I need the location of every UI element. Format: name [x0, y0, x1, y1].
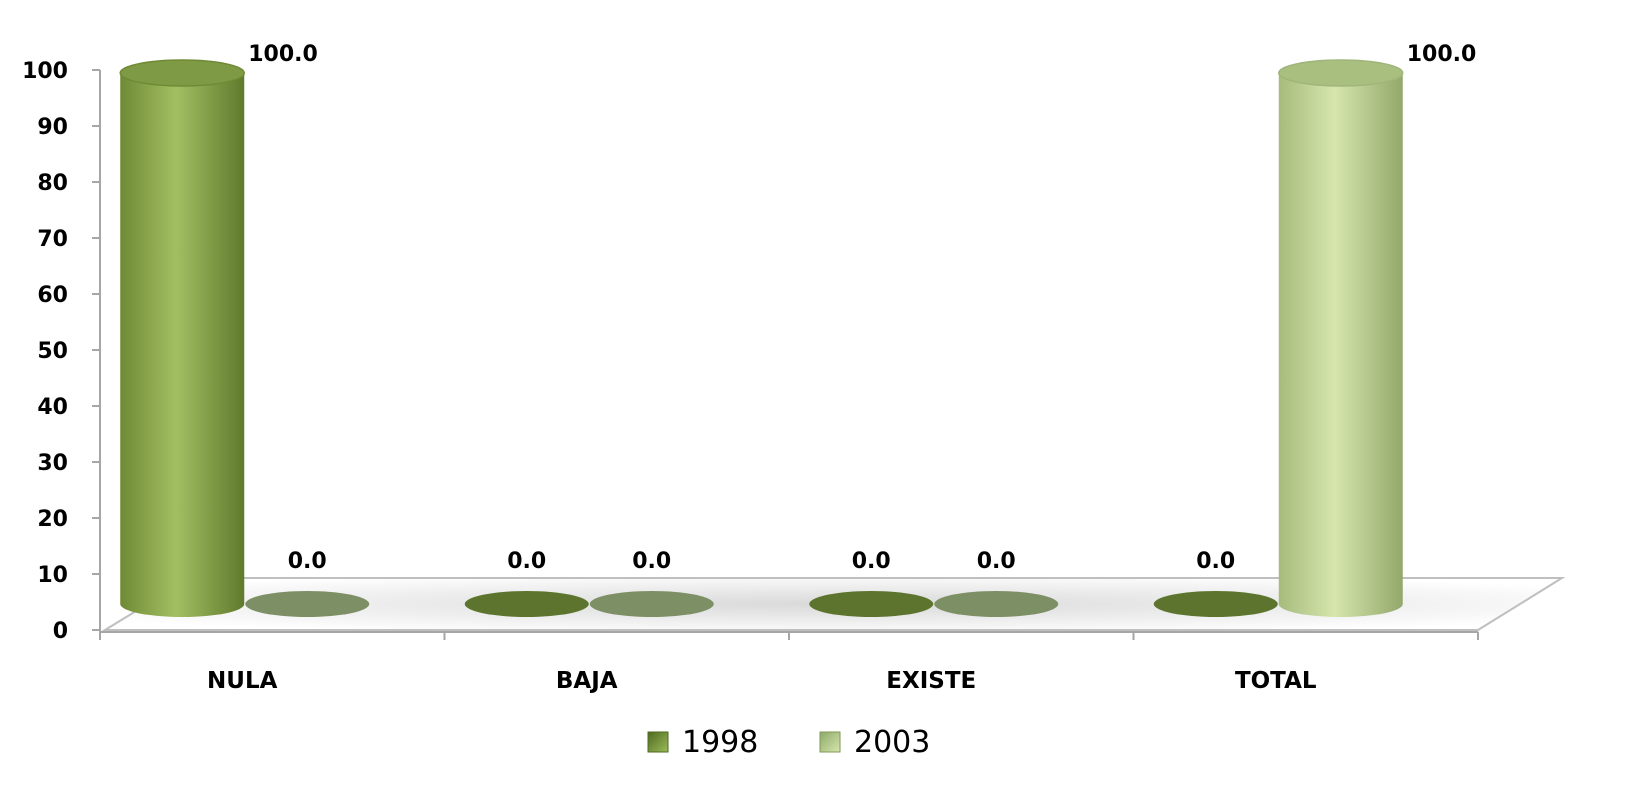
legend-item-2003: 2003 — [819, 725, 930, 760]
bar-2003-BAJA — [589, 591, 714, 617]
data-label: 0.0 — [1196, 549, 1235, 574]
bar-2003-NULA — [245, 591, 370, 617]
y-tick-label: 60 — [37, 283, 68, 308]
y-tick-label: 20 — [37, 507, 68, 532]
bar-top — [1278, 59, 1404, 87]
y-tick-label: 100 — [22, 59, 68, 84]
y-tick-label: 90 — [37, 115, 68, 140]
y-tick-label: 70 — [37, 227, 68, 252]
category-label: NULA — [207, 668, 278, 694]
bar-flat — [589, 591, 714, 617]
data-label: 0.0 — [288, 549, 327, 574]
bar-2003-TOTAL — [1278, 59, 1404, 617]
bar-2003-EXISTE — [934, 591, 1059, 617]
data-label: 0.0 — [852, 549, 891, 574]
category-labels: NULA BAJA EXISTE TOTAL — [207, 668, 1317, 694]
bar-1998-EXISTE — [809, 591, 934, 617]
legend-item-1998: 1998 — [647, 725, 758, 760]
y-tick-label: 30 — [37, 451, 68, 476]
y-tick-label: 50 — [37, 339, 68, 364]
bar-flat — [1153, 591, 1278, 617]
data-label: 0.0 — [632, 549, 671, 574]
bars — [119, 59, 1404, 617]
y-axis-ticks: 0 10 20 30 40 50 60 70 80 90 100 — [22, 59, 100, 644]
bar-1998-BAJA — [464, 591, 589, 617]
data-label: 100.0 — [1407, 42, 1477, 67]
legend-swatch-2003 — [819, 731, 841, 753]
bar-body — [120, 73, 245, 617]
bar-flat — [934, 591, 1059, 617]
bar-body — [1278, 73, 1403, 617]
category-label: EXISTE — [886, 668, 976, 694]
data-label: 0.0 — [977, 549, 1016, 574]
y-tick-label: 80 — [37, 171, 68, 196]
y-tick-label: 10 — [37, 563, 68, 588]
data-label: 100.0 — [248, 42, 318, 67]
legend-label-1998: 1998 — [682, 725, 758, 760]
legend: 1998 2003 — [647, 725, 930, 760]
bar-flat — [464, 591, 589, 617]
category-label: BAJA — [556, 668, 618, 694]
bar-flat — [245, 591, 370, 617]
legend-swatch-1998 — [647, 731, 669, 753]
bar-flat — [809, 591, 934, 617]
y-tick-label: 0 — [53, 619, 68, 644]
data-label: 0.0 — [507, 549, 546, 574]
bar-1998-TOTAL — [1153, 591, 1278, 617]
x-axis-ticks — [99, 632, 1479, 640]
bar-1998-NULA — [119, 59, 245, 617]
legend-label-2003: 2003 — [854, 725, 930, 760]
category-label: TOTAL — [1235, 668, 1317, 694]
y-tick-label: 40 — [37, 395, 68, 420]
bar-top — [119, 59, 245, 87]
data-labels: 100.0 0.0 0.0 0.0 0.0 0.0 0.0 100.0 — [248, 42, 1476, 574]
